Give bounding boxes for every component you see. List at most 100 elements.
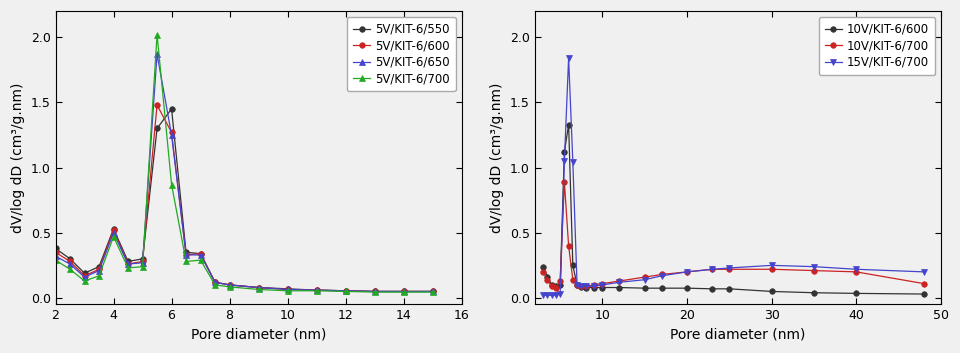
10V/KIT-6/600 [682, 286, 693, 290]
5V/KIT-6/550 [50, 246, 61, 251]
5V/KIT-6/650 [166, 133, 178, 137]
10V/KIT-6/700 [563, 244, 574, 248]
5V/KIT-6/600 [64, 259, 76, 264]
5V/KIT-6/600 [108, 228, 119, 232]
5V/KIT-6/700 [397, 290, 409, 294]
10V/KIT-6/700 [656, 273, 667, 277]
10V/KIT-6/600 [559, 150, 570, 154]
10V/KIT-6/700 [588, 283, 600, 287]
15V/KIT-6/700 [541, 293, 553, 298]
10V/KIT-6/600 [724, 287, 735, 291]
5V/KIT-6/550 [311, 288, 323, 292]
5V/KIT-6/600 [122, 262, 133, 266]
15V/KIT-6/700 [656, 274, 667, 278]
5V/KIT-6/700 [93, 274, 105, 278]
X-axis label: Pore diameter (nm): Pore diameter (nm) [670, 328, 805, 342]
Line: 15V/KIT-6/700: 15V/KIT-6/700 [540, 55, 926, 298]
5V/KIT-6/550 [152, 126, 163, 131]
5V/KIT-6/650 [108, 231, 119, 235]
10V/KIT-6/700 [580, 284, 591, 288]
10V/KIT-6/700 [538, 270, 549, 274]
5V/KIT-6/700 [136, 264, 148, 269]
5V/KIT-6/700 [166, 183, 178, 187]
5V/KIT-6/600 [311, 288, 323, 292]
15V/KIT-6/700 [918, 270, 929, 274]
5V/KIT-6/650 [122, 262, 133, 266]
10V/KIT-6/700 [597, 281, 609, 286]
5V/KIT-6/550 [369, 289, 380, 294]
5V/KIT-6/600 [209, 280, 221, 285]
5V/KIT-6/650 [282, 287, 294, 292]
5V/KIT-6/700 [252, 287, 264, 292]
5V/KIT-6/550 [108, 227, 119, 231]
10V/KIT-6/700 [613, 279, 625, 283]
5V/KIT-6/550 [427, 289, 439, 294]
5V/KIT-6/600 [50, 250, 61, 255]
15V/KIT-6/700 [588, 284, 600, 288]
5V/KIT-6/650 [224, 283, 235, 287]
5V/KIT-6/600 [195, 251, 206, 256]
5V/KIT-6/700 [340, 289, 351, 294]
10V/KIT-6/600 [567, 263, 579, 268]
10V/KIT-6/600 [580, 286, 591, 290]
10V/KIT-6/600 [538, 264, 549, 269]
5V/KIT-6/700 [79, 279, 90, 283]
10V/KIT-6/700 [554, 279, 565, 283]
10V/KIT-6/700 [639, 275, 651, 279]
5V/KIT-6/700 [195, 258, 206, 262]
10V/KIT-6/700 [766, 267, 778, 271]
5V/KIT-6/600 [93, 267, 105, 271]
5V/KIT-6/600 [282, 287, 294, 292]
10V/KIT-6/600 [563, 122, 574, 127]
Line: 5V/KIT-6/600: 5V/KIT-6/600 [53, 102, 436, 294]
5V/KIT-6/700 [282, 289, 294, 293]
5V/KIT-6/700 [209, 283, 221, 287]
10V/KIT-6/600 [571, 283, 583, 287]
10V/KIT-6/600 [576, 285, 588, 289]
15V/KIT-6/700 [576, 284, 588, 288]
Legend: 5V/KIT-6/550, 5V/KIT-6/600, 5V/KIT-6/650, 5V/KIT-6/700: 5V/KIT-6/550, 5V/KIT-6/600, 5V/KIT-6/650… [347, 17, 456, 91]
5V/KIT-6/650 [340, 289, 351, 293]
10V/KIT-6/600 [613, 286, 625, 290]
5V/KIT-6/700 [64, 267, 76, 271]
Y-axis label: dV/log dD (cm³/g.nm): dV/log dD (cm³/g.nm) [12, 83, 25, 233]
5V/KIT-6/600 [397, 289, 409, 294]
10V/KIT-6/600 [656, 286, 667, 290]
15V/KIT-6/700 [851, 267, 862, 271]
15V/KIT-6/700 [563, 56, 574, 60]
5V/KIT-6/650 [252, 286, 264, 290]
5V/KIT-6/550 [79, 271, 90, 275]
5V/KIT-6/700 [311, 289, 323, 293]
Line: 5V/KIT-6/700: 5V/KIT-6/700 [53, 32, 436, 295]
15V/KIT-6/700 [559, 159, 570, 163]
5V/KIT-6/550 [136, 257, 148, 261]
10V/KIT-6/600 [707, 287, 718, 291]
10V/KIT-6/700 [707, 267, 718, 271]
10V/KIT-6/600 [588, 286, 600, 290]
10V/KIT-6/600 [554, 283, 565, 287]
10V/KIT-6/600 [918, 292, 929, 296]
Line: 10V/KIT-6/700: 10V/KIT-6/700 [540, 179, 926, 290]
15V/KIT-6/700 [639, 277, 651, 282]
15V/KIT-6/700 [613, 280, 625, 285]
5V/KIT-6/550 [209, 280, 221, 285]
15V/KIT-6/700 [554, 292, 565, 296]
5V/KIT-6/550 [397, 289, 409, 294]
5V/KIT-6/650 [180, 253, 192, 257]
10V/KIT-6/600 [851, 291, 862, 295]
10V/KIT-6/600 [766, 289, 778, 294]
10V/KIT-6/700 [724, 267, 735, 271]
15V/KIT-6/700 [724, 266, 735, 270]
15V/KIT-6/700 [682, 270, 693, 274]
5V/KIT-6/650 [427, 289, 439, 294]
5V/KIT-6/650 [369, 289, 380, 294]
10V/KIT-6/700 [559, 180, 570, 184]
15V/KIT-6/700 [707, 267, 718, 271]
5V/KIT-6/650 [64, 262, 76, 266]
10V/KIT-6/700 [571, 283, 583, 287]
5V/KIT-6/700 [108, 234, 119, 239]
5V/KIT-6/650 [311, 288, 323, 292]
Line: 5V/KIT-6/650: 5V/KIT-6/650 [53, 51, 436, 294]
5V/KIT-6/650 [50, 254, 61, 258]
5V/KIT-6/700 [369, 290, 380, 294]
